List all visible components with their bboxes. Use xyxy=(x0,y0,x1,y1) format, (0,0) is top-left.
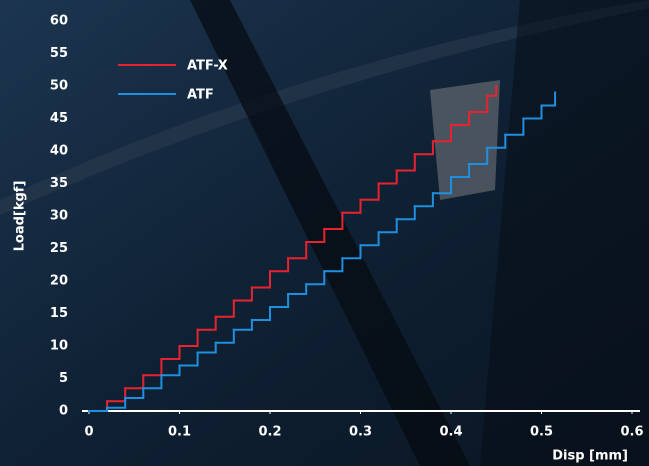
line-step xyxy=(341,244,362,260)
line-step xyxy=(450,163,471,178)
line-step xyxy=(196,341,217,354)
line-step xyxy=(341,198,362,214)
line-step xyxy=(377,218,398,234)
line-step xyxy=(468,94,489,113)
line-step xyxy=(413,192,434,208)
line-step xyxy=(269,293,290,308)
line-step xyxy=(124,387,145,399)
line-step xyxy=(431,124,452,143)
line-step xyxy=(468,146,489,165)
x-tick-label: 0.1 xyxy=(168,425,191,440)
y-tick-label: 25 xyxy=(50,241,68,256)
legend-label: ATF-X xyxy=(187,59,228,74)
x-tick-label: 0 xyxy=(84,425,93,440)
line-step xyxy=(88,406,109,412)
background-shape xyxy=(480,0,649,466)
line-step xyxy=(250,306,271,321)
line-step xyxy=(486,85,498,97)
line-step xyxy=(232,286,253,302)
line-step xyxy=(160,345,181,360)
y-tick-label: 20 xyxy=(50,274,68,289)
background-shape xyxy=(190,0,470,466)
x-axis-label: Disp [mm] xyxy=(552,449,628,464)
plot: 0 5 10 15 20 25 30 35 40 45 50 55 60 0 0.1 0.2 0.3 0.4 0.5… xyxy=(50,14,644,440)
line-step xyxy=(287,283,308,295)
legend-label: ATF xyxy=(187,88,214,103)
y-tick-label: 5 xyxy=(59,371,68,386)
line-step xyxy=(178,351,199,367)
line-step xyxy=(413,140,434,156)
line-step xyxy=(214,328,235,344)
line-step xyxy=(323,211,344,230)
line-step xyxy=(504,117,525,136)
y-tick-label: 45 xyxy=(50,111,68,126)
x-tick-label: 0.2 xyxy=(258,425,281,440)
line-step xyxy=(305,270,326,286)
line-step xyxy=(269,257,290,273)
y-tick-label: 50 xyxy=(50,79,68,94)
line-step xyxy=(214,299,235,318)
line-step xyxy=(160,364,181,377)
line-step xyxy=(450,111,471,126)
x-tick-label: 0.5 xyxy=(530,425,553,440)
line-step xyxy=(540,91,557,107)
line-step xyxy=(142,374,163,390)
y-tick-label: 40 xyxy=(50,144,68,159)
line-step xyxy=(305,228,326,243)
x-tick-label: 0.6 xyxy=(620,425,643,440)
line-step xyxy=(323,257,344,273)
y-axis-label: Load[kgf] xyxy=(13,181,28,252)
line-step xyxy=(395,205,416,221)
line-step xyxy=(395,153,416,172)
y-tick-label: 55 xyxy=(50,46,68,61)
line-step xyxy=(106,397,127,409)
line-step xyxy=(486,133,507,149)
y-tick-label: 30 xyxy=(50,209,68,224)
line-step xyxy=(359,231,380,247)
line-step xyxy=(232,319,253,331)
x-tick-label: 0.4 xyxy=(439,425,462,440)
line-step xyxy=(359,182,380,201)
x-tick-label: 0.3 xyxy=(349,425,372,440)
y-tick-label: 60 xyxy=(50,14,68,29)
line-step xyxy=(196,315,217,331)
line-step xyxy=(250,270,271,289)
line-step xyxy=(287,241,308,260)
line-step xyxy=(522,104,543,120)
background-shape xyxy=(430,80,500,200)
y-tick-label: 35 xyxy=(50,176,68,191)
line-step xyxy=(431,176,452,195)
line-step xyxy=(178,328,199,347)
y-tick-label: 15 xyxy=(50,306,68,321)
y-tick-label: 10 xyxy=(50,339,68,354)
y-tick-label: 0 xyxy=(59,404,68,419)
line-step xyxy=(377,169,398,185)
